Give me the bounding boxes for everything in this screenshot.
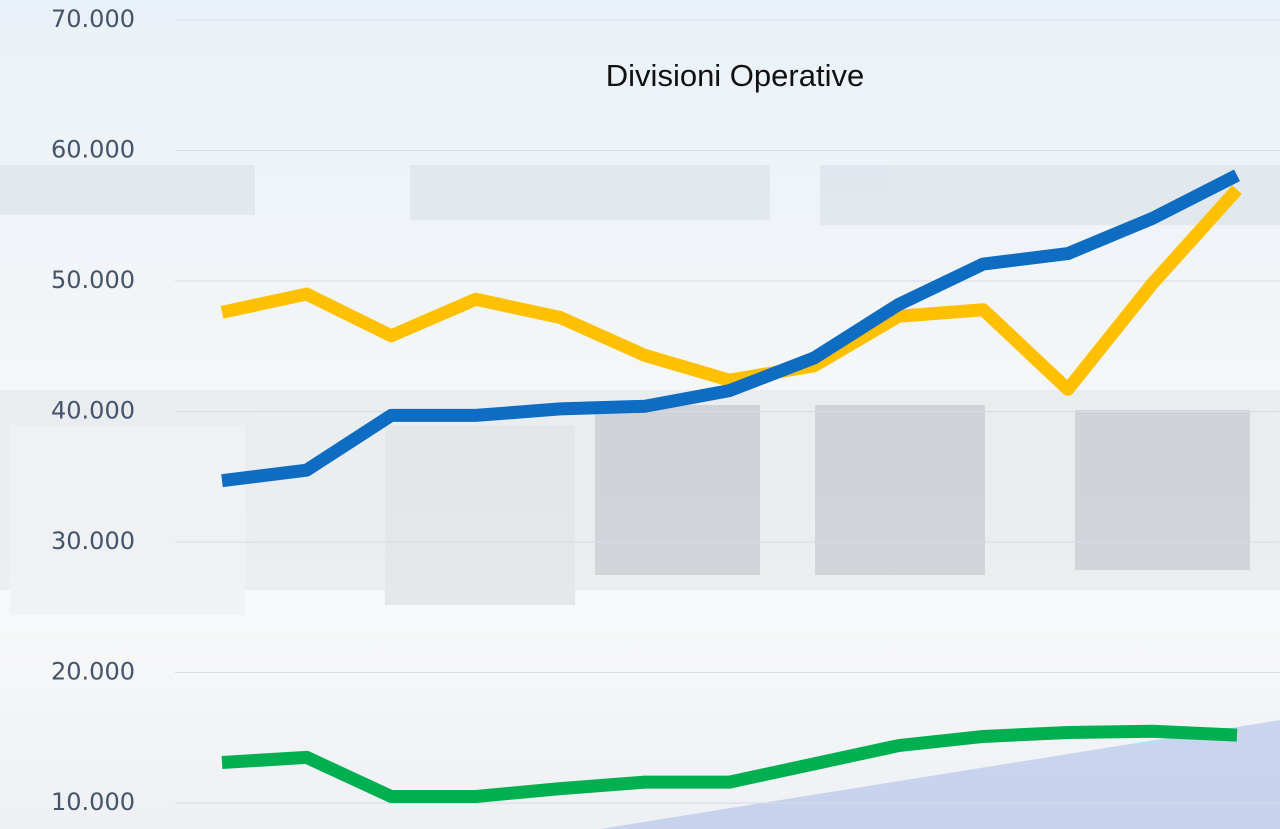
chart: Divisioni Operative 10.000 20.000 30.000 40… xyxy=(0,0,1280,829)
y-tick-label: 60.000 xyxy=(51,136,135,164)
y-tick-label: 70.000 xyxy=(51,5,135,33)
y-tick-label: 40.000 xyxy=(51,397,135,425)
y-tick-label: 10.000 xyxy=(51,788,135,816)
y-tick-label: 50.000 xyxy=(51,266,135,294)
chart-title: Divisioni Operative xyxy=(606,58,864,93)
y-tick-label: 20.000 xyxy=(51,658,135,686)
y-tick-label: 30.000 xyxy=(51,527,135,555)
